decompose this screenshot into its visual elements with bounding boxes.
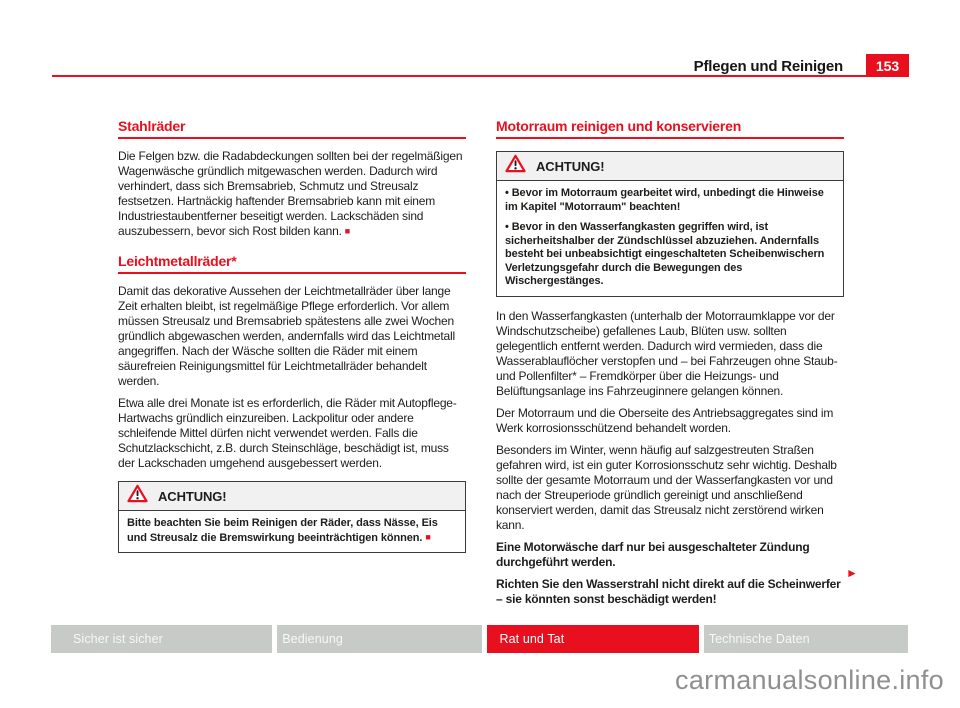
section-heading-leichtmetallraeder: Leichtmetallräder* (118, 253, 466, 274)
warning-box-body: Bitte beachten Sie beim Reinigen der Räd… (119, 511, 465, 552)
page-number-badge: 153 (866, 54, 909, 77)
warning-bullet: • Bevor im Motorraum gearbeitet wird, un… (505, 187, 824, 213)
warning-box-body: • Bevor im Motorraum gearbeitet wird, un… (497, 181, 843, 296)
left-column: Stahlräder Die Felgen bzw. die Radabdeck… (118, 118, 466, 553)
paragraph: Etwa alle drei Monate ist es erforderlic… (118, 396, 457, 470)
right-column: Motorraum reinigen und konservieren ACHT… (496, 118, 844, 614)
warning-triangle-icon (127, 484, 148, 508)
warning-triangle-icon (505, 154, 526, 178)
section-heading-stahlraeder: Stahlräder (118, 118, 466, 139)
footer-tab-bedienung: Bedienung (277, 625, 482, 653)
warning-title: ACHTUNG! (536, 158, 605, 174)
paragraph-bold: Richten Sie den Wasserstrahl nicht direk… (496, 576, 841, 606)
warning-box-header: ACHTUNG! (119, 482, 465, 511)
page-title: Pflegen und Reinigen (693, 58, 844, 75)
warning-box: ACHTUNG! Bitte beachten Sie beim Reinige… (118, 481, 466, 553)
watermark: carmanualsonline.info (675, 665, 944, 695)
paragraph: Die Felgen bzw. die Radabdeckungen sollt… (118, 149, 466, 239)
warning-box-header: ACHTUNG! (497, 152, 843, 181)
footer-tab-sicher-ist-sicher: Sicher ist sicher (51, 625, 273, 653)
warning-text: Bitte beachten Sie beim Reinigen der Räd… (127, 517, 438, 544)
footer-chapter-bar: Sicher ist sicher Bedienung Rat und Tat … (51, 625, 908, 653)
paragraph-bold: Eine Motorwäsche darf nur bei ausgeschal… (496, 539, 810, 569)
warning-title: ACHTUNG! (158, 488, 227, 504)
footer-tab-technische-daten: Technische Daten (703, 625, 908, 653)
section-end-marker-icon: ■ (425, 531, 431, 542)
continuation-arrow-icon: ► (846, 566, 858, 580)
warning-bullet: • Bevor in den Wasserfangkasten gegriffe… (505, 221, 825, 287)
paragraph: In den Wasserfangkasten (unterhalb der M… (496, 308, 838, 398)
warning-box: ACHTUNG! • Bevor im Motorraum gearbeitet… (496, 151, 844, 297)
paragraph: Besonders im Winter, wenn häufig auf sal… (496, 442, 837, 532)
paragraph: Damit das dekorative Aussehen der Leicht… (118, 284, 455, 388)
section-heading-motorraum: Motorraum reinigen und konservieren (496, 118, 844, 139)
header-divider (52, 75, 909, 77)
section-end-marker-icon: ■ (344, 226, 350, 236)
paragraph-text: Die Felgen bzw. die Radabdeckungen sollt… (118, 149, 463, 238)
paragraph: Der Motorraum und die Oberseite des Antr… (496, 405, 834, 435)
footer-tab-rat-und-tat: Rat und Tat (486, 625, 699, 653)
